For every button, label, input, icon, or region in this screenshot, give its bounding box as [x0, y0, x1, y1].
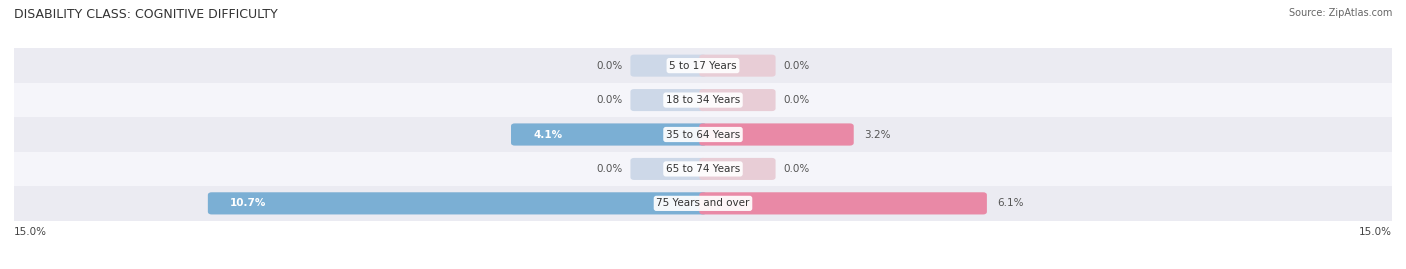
Text: 18 to 34 Years: 18 to 34 Years: [666, 95, 740, 105]
Bar: [14, 152, 1392, 186]
FancyBboxPatch shape: [699, 55, 776, 77]
Text: 10.7%: 10.7%: [231, 198, 266, 208]
FancyBboxPatch shape: [699, 123, 853, 146]
FancyBboxPatch shape: [630, 158, 707, 180]
Bar: [14, 117, 1392, 152]
Text: 0.0%: 0.0%: [596, 61, 623, 71]
Text: Source: ZipAtlas.com: Source: ZipAtlas.com: [1288, 8, 1392, 18]
Bar: [14, 186, 1392, 221]
FancyBboxPatch shape: [630, 89, 707, 111]
Text: 5 to 17 Years: 5 to 17 Years: [669, 61, 737, 71]
Text: 0.0%: 0.0%: [783, 61, 810, 71]
Text: 3.2%: 3.2%: [863, 129, 890, 140]
Text: 0.0%: 0.0%: [596, 95, 623, 105]
Text: 15.0%: 15.0%: [14, 228, 46, 238]
Text: 0.0%: 0.0%: [783, 95, 810, 105]
Text: DISABILITY CLASS: COGNITIVE DIFFICULTY: DISABILITY CLASS: COGNITIVE DIFFICULTY: [14, 8, 278, 21]
Text: 65 to 74 Years: 65 to 74 Years: [666, 164, 740, 174]
FancyBboxPatch shape: [630, 55, 707, 77]
Text: 15.0%: 15.0%: [1360, 228, 1392, 238]
FancyBboxPatch shape: [699, 158, 776, 180]
FancyBboxPatch shape: [510, 123, 707, 146]
Text: 35 to 64 Years: 35 to 64 Years: [666, 129, 740, 140]
FancyBboxPatch shape: [699, 123, 853, 146]
FancyBboxPatch shape: [699, 89, 776, 111]
Text: 4.1%: 4.1%: [533, 129, 562, 140]
Bar: [14, 48, 1392, 83]
Bar: [14, 83, 1392, 117]
FancyBboxPatch shape: [510, 123, 707, 146]
FancyBboxPatch shape: [208, 192, 707, 214]
Text: 0.0%: 0.0%: [596, 164, 623, 174]
Text: 75 Years and over: 75 Years and over: [657, 198, 749, 208]
FancyBboxPatch shape: [699, 192, 987, 214]
Text: 0.0%: 0.0%: [783, 164, 810, 174]
Text: 6.1%: 6.1%: [997, 198, 1024, 208]
FancyBboxPatch shape: [699, 192, 987, 214]
FancyBboxPatch shape: [208, 192, 707, 214]
